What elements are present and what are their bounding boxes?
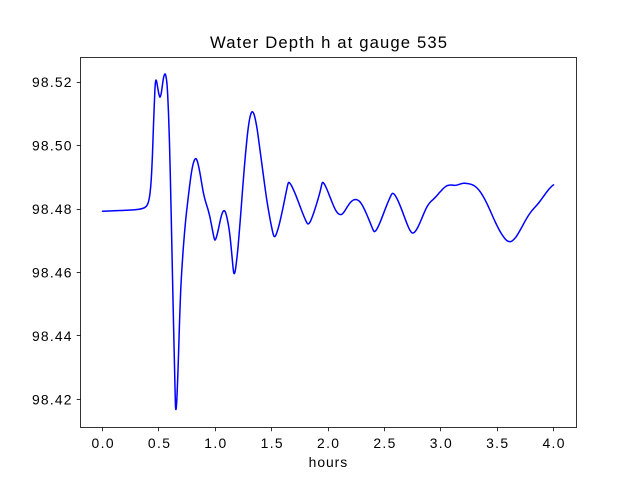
svg-text:98.42: 98.42 <box>32 391 72 407</box>
svg-text:3.5: 3.5 <box>486 435 508 451</box>
svg-text:1.5: 1.5 <box>261 435 283 451</box>
svg-text:2.0: 2.0 <box>317 435 339 451</box>
svg-text:98.52: 98.52 <box>32 74 72 90</box>
svg-text:3.0: 3.0 <box>430 435 452 451</box>
svg-text:98.48: 98.48 <box>32 201 72 217</box>
svg-text:98.44: 98.44 <box>32 328 72 344</box>
svg-text:4.0: 4.0 <box>542 435 564 451</box>
svg-text:0.0: 0.0 <box>92 435 114 451</box>
svg-text:hours: hours <box>309 454 348 470</box>
svg-text:98.46: 98.46 <box>32 264 72 280</box>
svg-text:2.5: 2.5 <box>373 435 395 451</box>
svg-text:1.0: 1.0 <box>204 435 226 451</box>
svg-text:Water Depth h at gauge 535: Water Depth h at gauge 535 <box>210 33 447 52</box>
svg-text:0.5: 0.5 <box>148 435 170 451</box>
svg-text:98.50: 98.50 <box>32 138 72 154</box>
